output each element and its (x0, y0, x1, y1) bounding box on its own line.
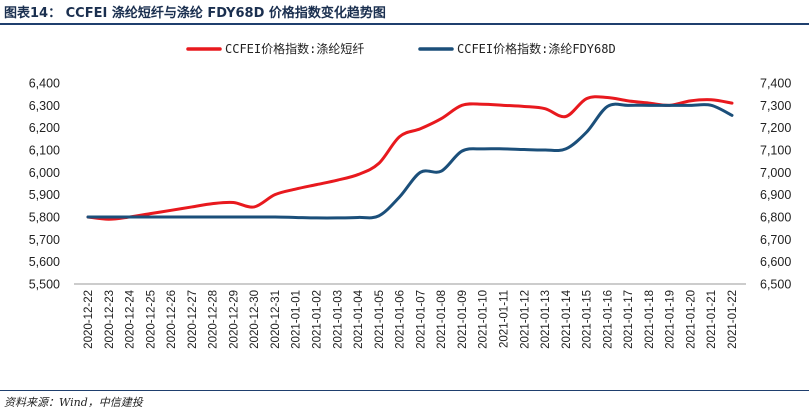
y-left-tick-label: 5,700 (29, 233, 60, 247)
x-tick-label: 2021-01-04 (353, 289, 365, 348)
y-right-tick-label: 6,500 (760, 278, 791, 292)
x-tick-label: 2021-01-09 (457, 290, 469, 349)
y-right-tick-label: 7,400 (760, 77, 791, 91)
x-tick-label: 2021-01-18 (644, 290, 656, 349)
y-left-tick-label: 5,500 (29, 278, 60, 292)
x-tick-label: 2020-12-25 (145, 290, 157, 349)
chart-series (86, 95, 734, 221)
legend-label-fdy: CCFEI价格指数:涤纶FDY68D (457, 41, 616, 56)
x-tick-label: 2021-01-01 (291, 290, 303, 349)
x-tick-label: 2021-01-19 (665, 290, 677, 349)
x-tick-label: 2021-01-15 (582, 290, 594, 349)
x-tick-label: 2021-01-11 (498, 290, 510, 348)
x-tick-label: 2020-12-27 (187, 290, 199, 349)
y-left-tick-label: 5,800 (29, 211, 60, 225)
x-tick-label: 2020-12-22 (83, 290, 95, 349)
y-right-tick-label: 7,300 (760, 99, 791, 113)
y-right-tick-label: 6,700 (760, 233, 791, 247)
chart-legend: CCFEI价格指数:涤纶短纤 CCFEI价格指数:涤纶FDY68D (186, 41, 616, 56)
x-tick-label: 2021-01-17 (623, 290, 635, 349)
y-left-tick-label: 6,400 (29, 77, 60, 91)
series-line-staple-fiber (86, 95, 734, 221)
legend-label-staple: CCFEI价格指数:涤纶短纤 (225, 41, 364, 56)
y-right-tick-label: 7,100 (760, 144, 791, 158)
x-tick-label: 2021-01-05 (374, 290, 386, 349)
x-tick-label: 2021-01-21 (706, 290, 718, 349)
source-rule (0, 390, 809, 391)
x-tick-label: 2020-12-29 (228, 290, 240, 349)
series-line-fdy68d (86, 102, 734, 220)
figure-source: 资料来源：Wind，中信建投 (4, 396, 143, 409)
x-tick-label: 2021-01-02 (312, 290, 324, 349)
y-right-tick-label: 6,900 (760, 188, 791, 202)
y-right-tick-label: 6,600 (760, 255, 791, 269)
x-tick-label: 2021-01-14 (561, 289, 573, 348)
x-tick-label: 2020-12-26 (166, 290, 178, 349)
x-tick-label: 2020-12-23 (104, 290, 116, 349)
x-tick-label: 2021-01-06 (395, 290, 407, 349)
x-tick-label: 2021-01-20 (685, 290, 697, 349)
figure-title: 图表14： CCFEI 涤纶短纤与涤纶 FDY68D 价格指数变化趋势图 (4, 6, 386, 21)
y-left-tick-label: 6,100 (29, 144, 60, 158)
y-right-tick-label: 7,000 (760, 166, 791, 180)
x-tick-label: 2021-01-22 (727, 290, 739, 349)
chart-axes: 5,500 5,600 5,700 5,800 5,900 6,000 6,100 6,200… (29, 77, 792, 349)
y-left-tick-label: 6,200 (29, 121, 60, 135)
x-tick-label: 2020-12-28 (208, 290, 220, 349)
x-tick-label: 2021-01-07 (415, 290, 427, 349)
x-tick-label: 2021-01-08 (436, 290, 448, 349)
x-tick-label: 2021-01-10 (478, 290, 490, 349)
title-rule (0, 23, 809, 25)
x-tick-label: 2021-01-03 (332, 290, 344, 349)
y-right-tick-label: 6,800 (760, 211, 791, 225)
x-tick-label: 2021-01-13 (540, 290, 552, 349)
x-tick-label: 2020-12-31 (270, 290, 282, 349)
x-tick-label: 2021-01-16 (602, 290, 614, 349)
y-left-tick-label: 5,900 (29, 188, 60, 202)
y-left-tick-label: 5,600 (29, 255, 60, 269)
y-right-tick-label: 7,200 (760, 121, 791, 135)
x-tick-label: 2021-01-12 (519, 290, 531, 349)
x-tick-label: 2020-12-24 (125, 289, 137, 348)
y-left-tick-label: 6,300 (29, 99, 60, 113)
x-tick-label: 2020-12-30 (249, 290, 261, 349)
y-left-tick-label: 6,000 (29, 166, 60, 180)
